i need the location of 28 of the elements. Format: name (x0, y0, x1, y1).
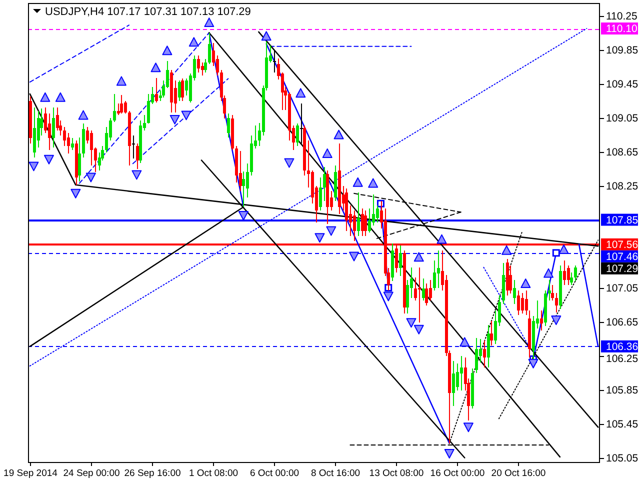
y-tick-label: 109.45 (606, 78, 638, 90)
y-tick-label: 106.65 (606, 316, 638, 328)
chart-title: USDJPY,H4 107.17 107.31 107.13 107.29 (45, 6, 251, 18)
y-tick-label: 105.05 (606, 452, 638, 464)
x-tick-label: 20 Oct 16:00 (491, 468, 546, 479)
x-tick-label: 6 Oct 00:00 (250, 468, 300, 479)
x-tick-label: 19 Sep 2014 (4, 468, 58, 479)
y-tick-label: 105.85 (606, 384, 638, 396)
y-tick-label: 106.25 (606, 353, 638, 366)
ref-line-label: 107.85 (606, 214, 638, 226)
y-tick-label: 108.65 (606, 146, 638, 158)
x-tick-label: 16 Oct 00:00 (430, 468, 485, 479)
x-tick-label: 24 Sep 00:00 (63, 468, 120, 479)
ref-line-label: 107.46 (606, 251, 638, 264)
x-tick-label: 8 Oct 16:00 (310, 468, 360, 479)
x-tick-label: 1 Oct 08:00 (188, 468, 238, 479)
text: 107.29 (606, 263, 638, 276)
y-tick-label: 107.05 (606, 282, 638, 294)
x-tick-label: 26 Sep 16:00 (124, 468, 181, 479)
y-tick-label: 109.05 (606, 112, 638, 124)
y-tick-label: 110.25 (606, 10, 638, 22)
ref-line-label: 107.56 (606, 239, 638, 252)
x-tick-label: 13 Oct 08:00 (369, 468, 424, 479)
y-tick-label: 108.25 (606, 180, 638, 192)
y-tick-label: 105.45 (606, 418, 638, 430)
ref-line-label: 106.36 (606, 341, 638, 354)
y-tick-label: 109.85 (606, 44, 638, 56)
ref-line-label: 110.10 (606, 23, 638, 36)
